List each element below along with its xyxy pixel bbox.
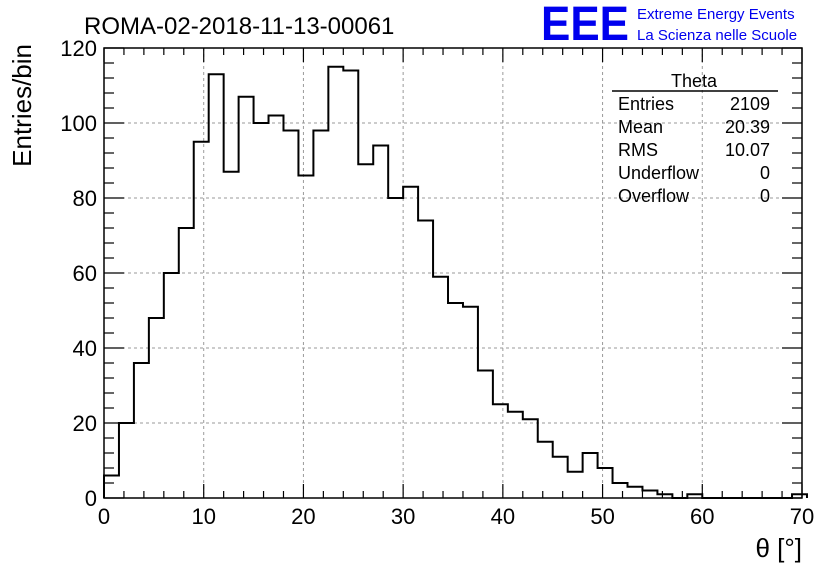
y-tick-label: 80	[73, 186, 97, 211]
histogram-bin	[328, 67, 343, 498]
histogram-bin	[194, 142, 209, 498]
chart-title: ROMA-02-2018-11-13-00061	[84, 13, 394, 40]
y-tick-labels: 0 20 40 60 80 100 120	[60, 36, 97, 511]
grid-lines	[104, 48, 802, 498]
histogram-bin	[628, 487, 643, 498]
stats-label: RMS	[618, 140, 658, 160]
x-tick-label: 50	[590, 504, 614, 529]
histogram-bin	[298, 176, 313, 499]
stats-label: Underflow	[618, 163, 700, 183]
axis-ticks	[103, 47, 803, 499]
x-tick-label: 10	[191, 504, 215, 529]
eee-logo: EEE Extreme Energy Events La Scienza nel…	[541, 0, 797, 51]
histogram-bin	[134, 363, 149, 498]
histogram-bin	[358, 164, 373, 498]
eee-logo-line1: Extreme Energy Events	[637, 6, 795, 23]
histogram-bin	[448, 303, 463, 498]
histogram-bin	[433, 277, 448, 498]
eee-logo-mark: EEE	[541, 0, 629, 51]
stats-value: 0	[760, 163, 770, 183]
stats-label: Mean	[618, 117, 663, 137]
histogram-bin	[642, 491, 657, 499]
y-tick-label: 60	[73, 261, 97, 286]
x-tick-label: 40	[491, 504, 515, 529]
histogram-bin	[418, 221, 433, 499]
histogram-bin	[613, 483, 628, 498]
histogram-bin	[179, 228, 194, 498]
stats-value: 20.39	[725, 117, 770, 137]
histogram-bin	[283, 131, 298, 499]
histogram-bin	[254, 123, 269, 498]
stats-title: Theta	[671, 71, 718, 91]
x-tick-label: 30	[391, 504, 415, 529]
y-axis-label: Entries/bin	[7, 44, 37, 167]
histogram-bin	[164, 273, 179, 498]
y-tick-label: 0	[85, 486, 97, 511]
histogram-bin	[149, 318, 164, 498]
histogram-bin	[209, 74, 224, 498]
stats-value: 2109	[730, 94, 770, 114]
stats-box: Theta Entries 2109 Mean 20.39 RMS 10.07 Underf…	[612, 71, 778, 206]
histogram-bin	[388, 198, 403, 498]
histogram-bin	[538, 442, 553, 498]
histogram-bin	[598, 468, 613, 498]
histogram-bin	[224, 172, 239, 498]
histogram-bin	[269, 116, 284, 499]
histogram-bin	[343, 71, 358, 499]
x-tick-label: 60	[690, 504, 714, 529]
x-tick-label: 20	[291, 504, 315, 529]
histogram-outline	[103, 65, 808, 499]
histogram-bin	[523, 419, 538, 498]
stats-value: 10.07	[725, 140, 770, 160]
y-tick-label: 100	[60, 111, 97, 136]
histogram-bin	[239, 97, 254, 498]
y-tick-label: 120	[60, 36, 97, 61]
x-axis-label: θ [°]	[755, 533, 802, 563]
histogram-bin	[508, 412, 523, 498]
x-tick-label: 0	[98, 504, 110, 529]
histogram-bin	[104, 476, 119, 499]
stats-label: Entries	[618, 94, 674, 114]
histogram-bin	[403, 187, 418, 498]
histogram-bin	[568, 472, 583, 498]
eee-logo-line2: La Scienza nelle Scuole	[637, 27, 797, 44]
histogram-bin	[119, 423, 134, 498]
histogram-bin	[373, 146, 388, 499]
x-tick-label: 70	[790, 504, 814, 529]
histogram-bin	[583, 453, 598, 498]
histogram-bin	[313, 131, 328, 499]
y-tick-label: 40	[73, 336, 97, 361]
histogram-bin	[493, 404, 508, 498]
histogram-bin	[553, 457, 568, 498]
histogram-bin	[463, 307, 478, 498]
stats-rows: Entries 2109 Mean 20.39 RMS 10.07 Underflow 0 Ov…	[618, 94, 770, 206]
stats-label: Overflow	[618, 186, 690, 206]
histogram-bin	[478, 371, 493, 499]
x-tick-labels: 0 10 20 30 40 50 60 70	[98, 504, 814, 529]
y-tick-label: 20	[73, 411, 97, 436]
stats-value: 0	[760, 186, 770, 206]
